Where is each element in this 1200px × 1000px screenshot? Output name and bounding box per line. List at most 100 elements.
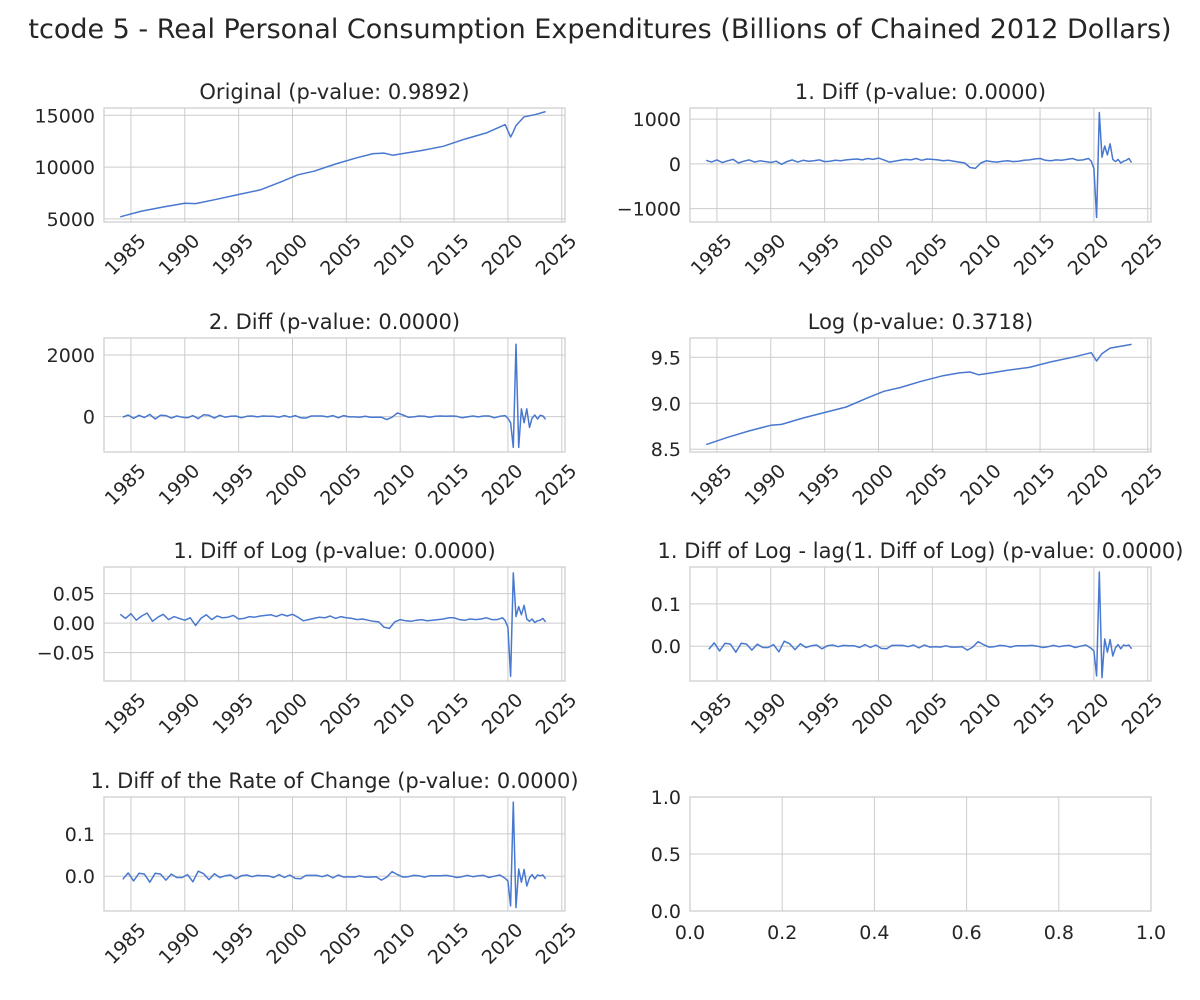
axes-frame — [689, 796, 1152, 912]
y-tick-label: 9.0 — [651, 393, 681, 415]
axes-frame — [103, 107, 566, 223]
x-tick-label: 2020 — [478, 689, 528, 739]
x-tick-label: 2025 — [532, 689, 582, 739]
y-tick-label: −0.05 — [37, 643, 95, 665]
x-tick-label: 2010 — [956, 460, 1006, 510]
x-tick-label: 2020 — [478, 230, 528, 280]
x-tick-label: 2020 — [1064, 460, 1114, 510]
x-tick-label: 2020 — [1064, 230, 1114, 280]
x-tick-label: 2020 — [1064, 689, 1114, 739]
y-tick-label: 0.1 — [65, 824, 95, 846]
x-tick-label: 2005 — [316, 919, 366, 969]
x-tick-label: 2020 — [478, 919, 528, 969]
y-tick-label: 0.0 — [651, 636, 681, 658]
x-tick-label: 1985 — [101, 689, 151, 739]
series-line — [122, 343, 547, 449]
x-tick-label: 1985 — [101, 919, 151, 969]
series-line — [705, 343, 1132, 446]
series-line — [119, 572, 547, 678]
axes-frame — [103, 796, 566, 912]
y-tick-label: 10000 — [35, 157, 95, 179]
x-tick-label: 1990 — [155, 919, 205, 969]
axes-frame — [103, 337, 566, 453]
subplot-title: 1. Diff of Log - lag(1. Diff of Log) (p-… — [658, 539, 1184, 563]
x-tick-label: 2010 — [370, 460, 420, 510]
x-tick-label: 2015 — [424, 689, 474, 739]
x-tick-label: 1995 — [208, 460, 258, 510]
x-tick-label: 1990 — [155, 689, 205, 739]
x-tick-label: 2015 — [1010, 460, 1060, 510]
x-tick-label: 1.0 — [1136, 922, 1166, 944]
x-tick-label: 1985 — [687, 230, 737, 280]
x-tick-label: 2000 — [262, 919, 312, 969]
figure-title: tcode 5 - Real Personal Consumption Expe… — [28, 14, 1172, 45]
y-tick-label: 1000 — [633, 109, 681, 131]
x-tick-label: 2010 — [370, 689, 420, 739]
y-tick-label: 1.0 — [651, 787, 681, 809]
x-tick-label: 2005 — [902, 689, 952, 739]
x-tick-label: 2010 — [370, 919, 420, 969]
x-tick-label: 2005 — [316, 689, 366, 739]
x-tick-label: 1990 — [741, 460, 791, 510]
x-tick-label: 2000 — [848, 460, 898, 510]
x-tick-label: 2000 — [262, 230, 312, 280]
x-tick-label: 2005 — [316, 460, 366, 510]
x-tick-label: 0.6 — [951, 922, 981, 944]
subplot-7: 1. Diff of the Rate of Change (p-value: … — [65, 769, 582, 969]
x-tick-label: 2025 — [532, 460, 582, 510]
y-tick-label: 0 — [669, 154, 681, 176]
y-tick-label: 5000 — [47, 209, 95, 231]
x-tick-label: 1985 — [101, 230, 151, 280]
x-tick-label: 2005 — [316, 230, 366, 280]
x-tick-label: 2015 — [424, 919, 474, 969]
x-tick-label: 2015 — [424, 460, 474, 510]
subplot-5: 1. Diff of Log (p-value: 0.0000) −0.05 0.0… — [37, 539, 582, 739]
y-tick-label: 0.05 — [53, 584, 95, 606]
x-tick-label: 1985 — [687, 689, 737, 739]
x-tick-label: 1985 — [101, 460, 151, 510]
subplot-title: 1. Diff (p-value: 0.0000) — [795, 80, 1046, 104]
x-tick-label: 2005 — [902, 460, 952, 510]
y-tick-label: 0.1 — [651, 594, 681, 616]
x-tick-label: 2000 — [262, 689, 312, 739]
x-tick-label: 2025 — [1118, 230, 1168, 280]
x-tick-label: 0.0 — [675, 922, 705, 944]
x-tick-label: 1995 — [208, 689, 258, 739]
x-tick-label: 2010 — [370, 230, 420, 280]
x-tick-label: 2025 — [532, 230, 582, 280]
x-tick-label: 1995 — [794, 689, 844, 739]
y-tick-label: 0 — [83, 407, 95, 429]
axes-frame — [689, 337, 1152, 453]
x-tick-label: 2015 — [424, 230, 474, 280]
x-tick-label: 2025 — [1118, 689, 1168, 739]
x-tick-label: 1995 — [208, 230, 258, 280]
y-tick-label: 2000 — [47, 345, 95, 367]
x-tick-label: 2025 — [1118, 460, 1168, 510]
x-tick-label: 0.2 — [767, 922, 797, 944]
axes-frame — [689, 566, 1152, 682]
x-tick-label: 1995 — [794, 460, 844, 510]
x-tick-label: 1985 — [687, 460, 737, 510]
x-tick-label: 0.4 — [859, 922, 889, 944]
x-tick-label: 1990 — [155, 230, 205, 280]
x-tick-label: 1995 — [208, 919, 258, 969]
subplot-title: Log (p-value: 0.3718) — [808, 310, 1034, 334]
x-tick-label: 2010 — [956, 230, 1006, 280]
x-tick-label: 2005 — [902, 230, 952, 280]
series-line — [122, 801, 547, 909]
x-tick-label: 2000 — [262, 460, 312, 510]
x-tick-label: 2000 — [848, 230, 898, 280]
subplot-1: Original (p-value: 0.9892) 5000 10000 15000… — [35, 80, 582, 280]
x-tick-label: 2025 — [532, 919, 582, 969]
subplot-6: 1. Diff of Log - lag(1. Diff of Log) (p-… — [651, 539, 1184, 739]
y-tick-label: −1000 — [617, 199, 681, 221]
subplot-title: 2. Diff (p-value: 0.0000) — [209, 310, 460, 334]
y-tick-label: 0.0 — [65, 866, 95, 888]
x-tick-label: 2015 — [1010, 230, 1060, 280]
y-tick-label: 8.5 — [651, 439, 681, 461]
subplot-title: 1. Diff of Log (p-value: 0.0000) — [173, 539, 495, 563]
y-tick-label: 0.0 — [651, 901, 681, 923]
subplot-8: 0.0 0.5 1.0 0.0 0.2 0.4 0.6 0.8 1.0 — [651, 787, 1166, 944]
